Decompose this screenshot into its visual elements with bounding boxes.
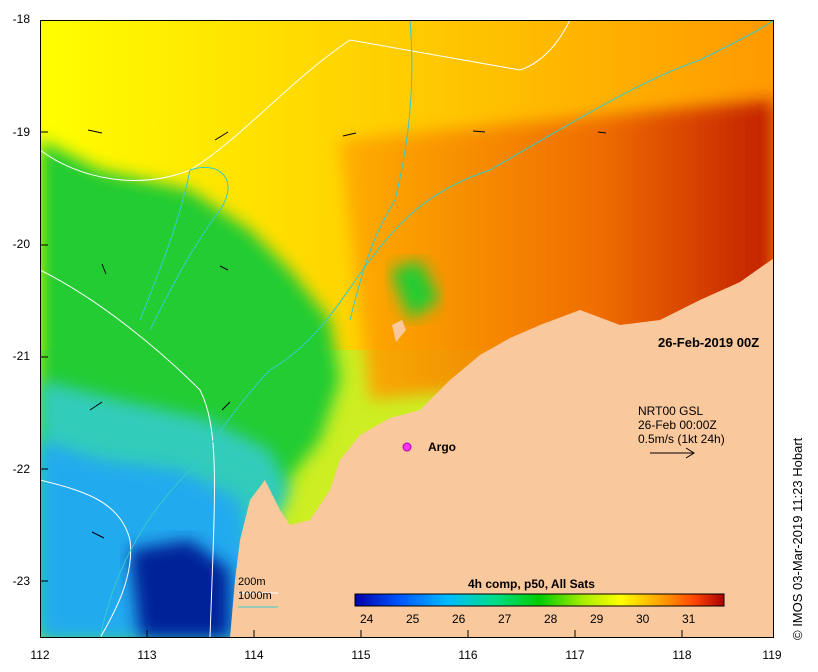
sst-field bbox=[40, 20, 774, 638]
lon-tick: 117 bbox=[565, 648, 585, 662]
current-vectors bbox=[87, 129, 607, 539]
land-mass bbox=[230, 258, 774, 638]
contour-1000m bbox=[139, 166, 229, 331]
map-border bbox=[40, 20, 774, 638]
lon-tick: 118 bbox=[672, 648, 692, 662]
colorbar-title: 4h comp, p50, All Sats bbox=[468, 577, 595, 591]
contour-200m bbox=[40, 269, 215, 638]
colorbar-tick: 26 bbox=[452, 612, 466, 626]
scale-arrow bbox=[650, 447, 695, 459]
colorbar bbox=[354, 593, 725, 607]
lon-tick: 112 bbox=[30, 648, 50, 662]
sst-map bbox=[40, 20, 774, 638]
frame-ticks bbox=[40, 20, 683, 638]
legend-200m-label: 200m bbox=[238, 576, 266, 588]
argo-marker[interactable] bbox=[402, 442, 412, 452]
colorbar-tick: 29 bbox=[590, 612, 604, 626]
contour-200m bbox=[40, 20, 571, 181]
lon-tick: 113 bbox=[137, 648, 157, 662]
product-line-1: NRT00 GSL bbox=[638, 404, 704, 418]
lon-tick: 119 bbox=[762, 648, 782, 662]
lat-tick: -18 bbox=[12, 12, 30, 26]
lon-tick: 114 bbox=[244, 648, 264, 662]
lat-tick: -22 bbox=[12, 462, 30, 476]
colorbar-tick: 30 bbox=[636, 612, 650, 626]
lat-tick: -23 bbox=[12, 574, 30, 588]
colorbar-tick: 25 bbox=[406, 612, 420, 626]
legend-1000m-label: 1000m bbox=[238, 590, 272, 602]
colorbar-tick: 28 bbox=[544, 612, 558, 626]
colorbar-tick: 24 bbox=[360, 612, 374, 626]
colorbar-tick: 27 bbox=[498, 612, 512, 626]
lon-tick: 115 bbox=[351, 648, 371, 662]
lat-tick: -21 bbox=[12, 349, 30, 363]
island bbox=[392, 320, 406, 342]
date-label: 26-Feb-2019 00Z bbox=[658, 335, 760, 350]
contour-1000m bbox=[349, 20, 413, 321]
contour-1000m bbox=[99, 20, 774, 638]
contour-200m bbox=[40, 479, 132, 638]
lat-tick: -20 bbox=[12, 237, 30, 251]
product-line-3: 0.5m/s (1kt 24h) bbox=[638, 432, 725, 446]
credit-text: © IMOS 03-Mar-2019 11:23 Hobart bbox=[790, 437, 805, 640]
lat-tick: -19 bbox=[12, 125, 30, 139]
colorbar-tick: 31 bbox=[682, 612, 696, 626]
lon-tick: 116 bbox=[458, 648, 478, 662]
argo-label: Argo bbox=[428, 440, 456, 454]
product-line-2: 26-Feb 00:00Z bbox=[638, 418, 717, 432]
